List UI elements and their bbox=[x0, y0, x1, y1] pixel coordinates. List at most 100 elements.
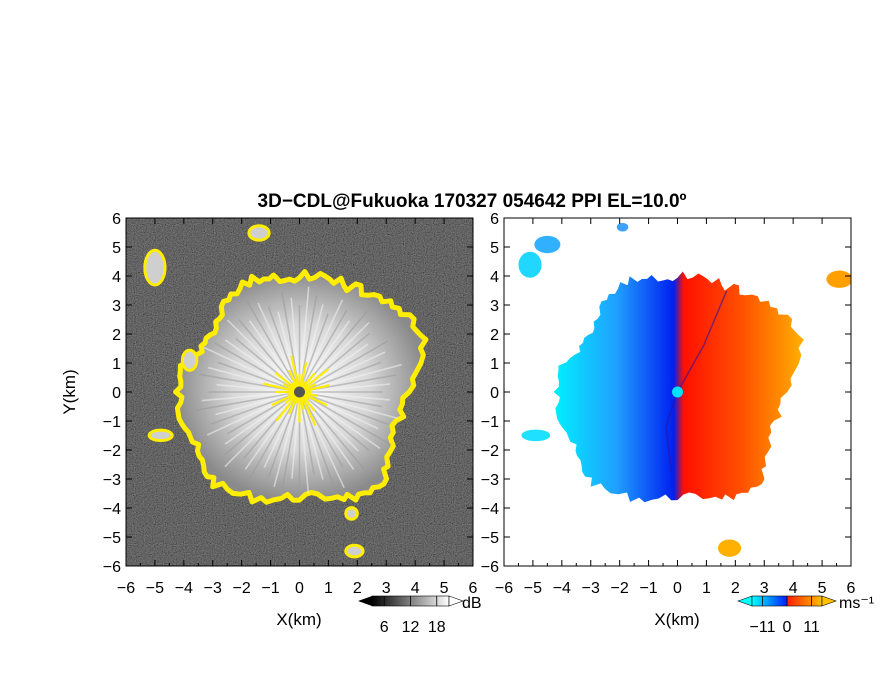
y-tick-label: −3 bbox=[481, 472, 499, 489]
reflectivity-radial-streak bbox=[246, 300, 301, 393]
reflectivity-radial-streak bbox=[298, 309, 348, 393]
reflectivity-radial-streak bbox=[247, 391, 301, 481]
velocity-echo-fragment bbox=[518, 251, 542, 278]
x-tick-label: 5 bbox=[818, 580, 827, 597]
y-tick-label: −6 bbox=[481, 559, 499, 576]
colorbar-tick-label: 12 bbox=[402, 619, 420, 636]
reflectivity-center-clutter bbox=[290, 355, 301, 393]
colorbar-tick-label: 18 bbox=[428, 619, 446, 636]
reflectivity-radial-streak bbox=[216, 383, 300, 393]
reflectivity-radial-streak bbox=[299, 361, 382, 393]
radar-center-marker bbox=[294, 386, 305, 398]
reflectivity-colorbar-unit: dB bbox=[462, 595, 482, 612]
y-tick-label: 3 bbox=[112, 298, 121, 315]
x-tick-label: −5 bbox=[146, 580, 164, 597]
reflectivity-radial-streak bbox=[280, 391, 301, 497]
reflectivity-radial-streak bbox=[217, 361, 300, 393]
y-tick-label: 5 bbox=[490, 240, 499, 257]
y-tick-label: 4 bbox=[112, 269, 121, 286]
x-tick-label: 6 bbox=[847, 580, 856, 597]
velocity-colorbar-low-arrow bbox=[737, 595, 753, 607]
reflectivity-radial-streak bbox=[290, 297, 301, 393]
x-tick-label: −2 bbox=[611, 580, 629, 597]
reflectivity-radial-streak bbox=[210, 391, 300, 426]
reflectivity-panel: −6 −5 −4 −3 −2 −1 0 1 2 3 4 5 6 −6 −5 −4 −3 −2 −1 0 1 2 3 4 5 6 X… bbox=[60, 211, 478, 629]
reflectivity-radial-streak bbox=[298, 391, 310, 494]
x-tick-label: 1 bbox=[324, 580, 333, 597]
reflectivity-xlabel: X(km) bbox=[276, 610, 321, 629]
figure-title: 3D−CDL@Fukuoka 170327 054642 PPI EL=10.0… bbox=[258, 191, 687, 212]
y-tick-label: −6 bbox=[103, 559, 121, 576]
velocity-echo-region bbox=[518, 222, 851, 557]
reflectivity-radial-streak bbox=[201, 391, 300, 402]
x-tick-label: −5 bbox=[524, 580, 542, 597]
y-tick-label: 2 bbox=[112, 327, 121, 344]
reflectivity-radial-streak bbox=[226, 319, 301, 393]
reflectivity-radial-streak bbox=[267, 391, 301, 478]
reflectivity-colorbar-low-arrow bbox=[358, 596, 372, 606]
velocity-echo-fragment bbox=[534, 235, 561, 254]
reflectivity-echo-fragment bbox=[180, 348, 199, 372]
velocity-colorbar-ticks: −11 0 11 bbox=[750, 596, 820, 636]
x-tick-label: −1 bbox=[261, 580, 279, 597]
reflectivity-echo-fragment bbox=[147, 428, 174, 443]
x-tick-label: −3 bbox=[204, 580, 222, 597]
x-tick-label: 2 bbox=[353, 580, 362, 597]
reflectivity-echo-fragment bbox=[143, 248, 167, 287]
colorbar-tick-label: 6 bbox=[380, 619, 389, 636]
reflectivity-colorbar: dB 6 12 18 bbox=[358, 595, 482, 636]
colorbar-tick-label: −11 bbox=[750, 619, 776, 636]
reflectivity-radial-streak bbox=[298, 391, 370, 451]
y-tick-label: 1 bbox=[112, 356, 121, 373]
reflectivity-colorbar-ticks: 6 12 18 bbox=[380, 596, 446, 636]
reflectivity-echo-fragment bbox=[344, 543, 365, 559]
reflectivity-radial-streak bbox=[267, 306, 301, 393]
y-tick-label: −5 bbox=[103, 530, 121, 547]
x-tick-label: 4 bbox=[789, 580, 798, 597]
velocity-colorbar-high-arrow bbox=[821, 595, 837, 607]
reflectivity-radial-streak bbox=[299, 391, 390, 401]
y-tick-label: −1 bbox=[103, 414, 121, 431]
radar-center-marker bbox=[672, 386, 683, 398]
reflectivity-colorbar-high-arrow bbox=[448, 595, 464, 607]
x-tick-label: 0 bbox=[673, 580, 682, 597]
reflectivity-radial-streak bbox=[299, 340, 389, 393]
y-tick-label: −2 bbox=[103, 443, 121, 460]
x-tick-label: 5 bbox=[440, 580, 449, 597]
reflectivity-center-clutter bbox=[263, 382, 300, 394]
reflectivity-echo-fragment bbox=[344, 506, 359, 521]
velocity-xlabel: X(km) bbox=[654, 610, 699, 629]
x-tick-label: −2 bbox=[233, 580, 251, 597]
reflectivity-radial-streak bbox=[298, 391, 334, 485]
reflectivity-radial-streak bbox=[224, 391, 301, 468]
velocity-echo-fragment bbox=[826, 270, 851, 288]
y-tick-label: 0 bbox=[490, 385, 499, 402]
x-tick-label: −6 bbox=[117, 580, 135, 597]
velocity-axes: −6 −5 −4 −3 −2 −1 0 1 2 3 4 5 6 −6 −5 −4 −3 −2 −1 0 1 2 3 4 5 6 bbox=[481, 211, 856, 597]
reflectivity-radial-streak bbox=[298, 299, 344, 393]
y-tick-label: −3 bbox=[103, 472, 121, 489]
reflectivity-radial-streak bbox=[238, 319, 301, 393]
y-tick-label: 6 bbox=[490, 211, 499, 228]
reflectivity-center-clutter bbox=[275, 391, 301, 422]
y-tick-label: −4 bbox=[103, 501, 121, 518]
y-tick-label: −4 bbox=[481, 501, 499, 518]
reflectivity-radial-streak bbox=[298, 322, 370, 393]
x-tick-label: −4 bbox=[553, 580, 571, 597]
reflectivity-ylabel: Y(km) bbox=[60, 369, 79, 414]
x-tick-label: −3 bbox=[582, 580, 600, 597]
x-tick-label: −1 bbox=[639, 580, 657, 597]
y-tick-label: 6 bbox=[112, 211, 121, 228]
x-tick-label: 4 bbox=[411, 580, 420, 597]
reflectivity-radial-streak bbox=[299, 383, 390, 393]
reflectivity-radial-streak bbox=[273, 391, 301, 488]
y-tick-label: −1 bbox=[481, 414, 499, 431]
reflectivity-radial-streak bbox=[298, 313, 329, 393]
velocity-echo-fragment bbox=[717, 539, 742, 557]
reflectivity-radial-streak bbox=[215, 391, 300, 416]
x-tick-label: −6 bbox=[495, 580, 513, 597]
reflectivity-radial-streak bbox=[299, 391, 381, 449]
reflectivity-radial-streak bbox=[248, 320, 301, 393]
x-tick-label: 1 bbox=[702, 580, 711, 597]
x-tick-label: −4 bbox=[175, 580, 193, 597]
